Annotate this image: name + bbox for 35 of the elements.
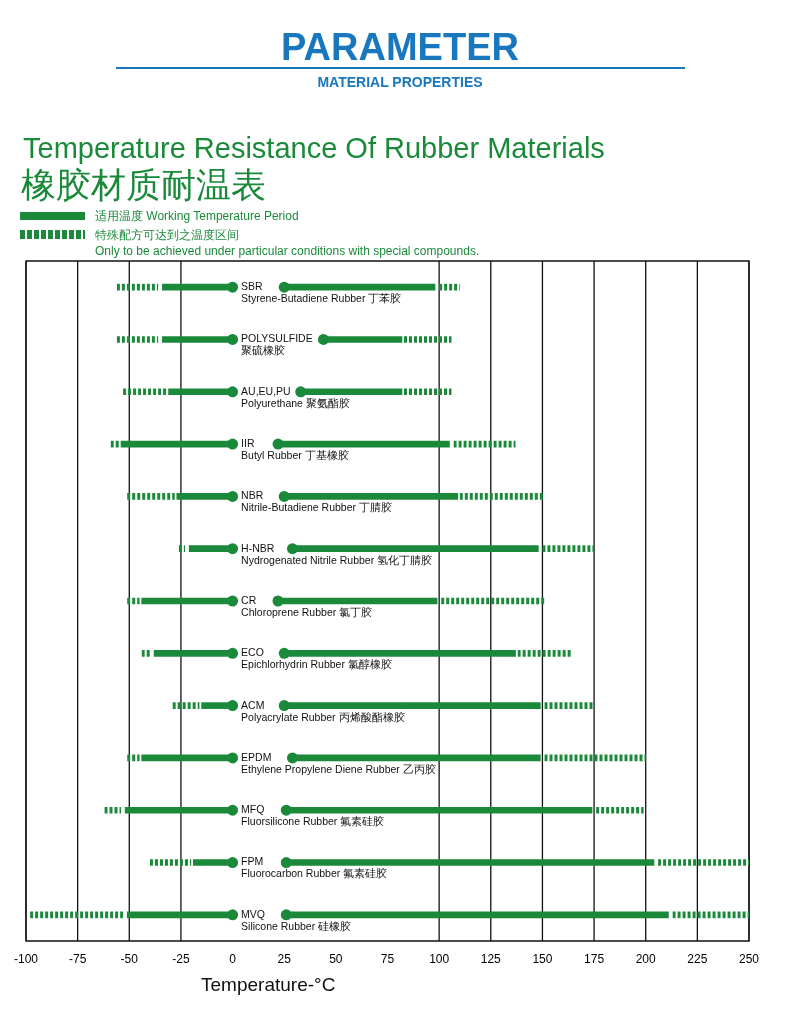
y-tick-label: MVQ Silicone Rubber 硅橡胶: [241, 907, 352, 932]
x-tick-label: 50: [329, 951, 343, 966]
y-tick-label: CR Chloroprene Rubber 氯丁胶: [241, 593, 373, 618]
y-tick-label: POLYSULFIDE 聚硫橡胶: [241, 332, 313, 357]
x-tick-label: 150: [532, 951, 553, 966]
x-tick-label: -100: [13, 951, 39, 966]
x-tick-label: 125: [480, 951, 502, 966]
y-tick-label: IIR Butyl Rubber 丁基橡胶: [241, 436, 349, 461]
x-tick-label: 0: [229, 951, 237, 966]
chart-subtitle: 橡胶材质耐温表: [21, 165, 266, 205]
y-tick-label: ECO Epichlorhydrin Rubber 氯醇橡胶: [241, 646, 392, 671]
x-tick-label: 250: [738, 951, 760, 966]
text: MATERIAL PROPERTIES: [316, 74, 484, 90]
chart-title: Temperature Resistance Of Rubber Materials: [23, 132, 605, 164]
x-tick-label: 200: [635, 951, 657, 966]
y-tick-label: SBR Styrene-Butadiene Rubber 丁苯胶: [241, 280, 402, 305]
y-tick-label: ACM Polyacrylate Rubber 丙烯酸酯橡胶: [241, 698, 405, 723]
y-tick-label: H-NBR Nydrogenated Nitrile Rubber 氢化丁腈胶: [241, 541, 433, 566]
text: 特殊配方可达到之温度区间 Only to be achieved under particular conditions with special compounds.: [95, 226, 480, 259]
legend-label: 适用温度 Working Temperature Period: [95, 207, 300, 224]
x-tick-label: -75: [68, 951, 87, 966]
x-tick-label: 25: [277, 951, 292, 966]
x-tick-label: 75: [380, 951, 395, 966]
x-axis-title: Temperature-°C: [201, 974, 336, 996]
x-tick-label: 225: [687, 951, 708, 966]
y-tick-label: FPM Fluorocarbon Rubber 氟素硅胶: [241, 855, 388, 880]
x-tick-label: 175: [584, 951, 605, 966]
x-tick-label: -50: [120, 951, 139, 966]
y-tick-label: NBR Nitrile-Butadiene Rubber 丁腈胶: [241, 489, 392, 514]
text: PARAMETER: [280, 26, 520, 68]
x-tick-label: -25: [172, 951, 190, 966]
y-tick-label: AU,EU,PU Polyurethane 聚氨酯胶: [241, 384, 350, 409]
y-tick-label: MFQ Fluorsilicone Rubber 氟素硅胶: [241, 803, 385, 828]
x-tick-label: 100: [429, 951, 450, 966]
y-tick-label: EPDM Ethylene Propylene Diene Rubber 乙丙胶: [241, 750, 436, 775]
